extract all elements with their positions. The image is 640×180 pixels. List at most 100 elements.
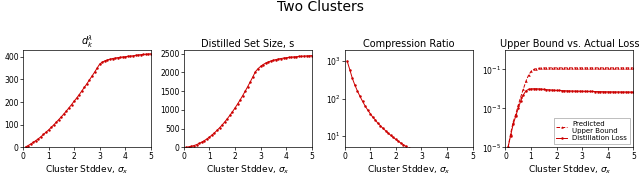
Predicted
Upper Bound [586,67,594,69]
Distillation Loss [586,90,594,93]
Predicted
Upper Bound [581,67,589,69]
Predicted
Upper Bound [607,67,614,69]
Distillation Loss [540,88,548,90]
Predicted
Upper Bound [604,67,612,69]
Predicted
Upper Bound [517,96,525,98]
Distillation Loss [530,88,538,90]
Predicted
Upper Bound [504,146,512,148]
Text: Two Clusters: Two Clusters [276,0,364,14]
Predicted
Upper Bound [548,67,556,69]
Predicted
Upper Bound [579,67,586,69]
Distillation Loss [573,90,581,92]
Distillation Loss [627,91,635,93]
Distillation Loss [579,90,586,92]
Distillation Loss [556,89,563,92]
X-axis label: Cluster Stddev, $\sigma_x$: Cluster Stddev, $\sigma_x$ [527,163,611,176]
Distillation Loss [507,135,515,137]
Distillation Loss [532,88,540,90]
Predicted
Upper Bound [540,67,548,69]
Distillation Loss [607,91,614,93]
Distillation Loss [535,88,543,90]
Predicted
Upper Bound [563,67,571,69]
Predicted
Upper Bound [612,67,620,69]
Predicted
Upper Bound [530,68,538,71]
Predicted
Upper Bound [599,67,607,69]
Distillation Loss [617,91,625,93]
Predicted
Upper Bound [545,67,553,69]
Predicted
Upper Bound [566,67,573,69]
X-axis label: Cluster Stddev, $\sigma_x$: Cluster Stddev, $\sigma_x$ [45,163,129,176]
Predicted
Upper Bound [509,121,517,123]
Distillation Loss [566,90,573,92]
Title: Upper Bound vs. Actual Loss: Upper Bound vs. Actual Loss [500,39,639,49]
Distillation Loss [625,91,632,93]
Predicted
Upper Bound [622,67,630,69]
Predicted
Upper Bound [568,67,576,69]
Predicted
Upper Bound [515,104,522,106]
Distillation Loss [550,89,558,91]
Legend: Predicted
Upper Bound, Distillation Loss: Predicted Upper Bound, Distillation Loss [554,118,630,144]
Title: Compression Ratio: Compression Ratio [363,39,454,49]
Distillation Loss [504,146,512,148]
Predicted
Upper Bound [602,67,609,69]
X-axis label: Cluster Stddev, $\sigma_x$: Cluster Stddev, $\sigma_x$ [367,163,451,176]
Predicted
Upper Bound [520,88,527,90]
Predicted
Upper Bound [596,67,604,69]
Distillation Loss [581,90,589,92]
Predicted
Upper Bound [627,67,635,69]
Predicted
Upper Bound [561,67,568,69]
Predicted
Upper Bound [609,67,617,69]
Title: $d_k^\lambda$: $d_k^\lambda$ [81,33,93,50]
Distillation Loss [591,90,599,93]
Predicted
Upper Bound [576,67,584,69]
Predicted
Upper Bound [571,67,579,69]
X-axis label: Cluster Stddev, $\sigma_x$: Cluster Stddev, $\sigma_x$ [206,163,289,176]
Distillation Loss [538,88,545,90]
Predicted
Upper Bound [527,70,535,72]
Predicted
Upper Bound [617,67,625,69]
Distillation Loss [576,90,584,92]
Predicted
Upper Bound [543,67,550,69]
Distillation Loss [604,91,612,93]
Distillation Loss [553,89,561,91]
Distillation Loss [571,90,579,92]
Distillation Loss [568,90,576,92]
Predicted
Upper Bound [512,113,520,115]
Distillation Loss [614,91,622,93]
Predicted
Upper Bound [522,80,530,82]
Predicted
Upper Bound [620,67,627,69]
Distillation Loss [522,90,530,92]
Distillation Loss [558,89,566,92]
Predicted
Upper Bound [556,67,563,69]
Distillation Loss [602,91,609,93]
Distillation Loss [545,89,553,91]
Distillation Loss [596,91,604,93]
Distillation Loss [563,90,571,92]
Predicted
Upper Bound [630,67,637,69]
Predicted
Upper Bound [525,74,532,76]
Predicted
Upper Bound [591,67,599,69]
Predicted
Upper Bound [589,67,596,69]
Distillation Loss [620,91,627,93]
Predicted
Upper Bound [532,68,540,70]
Distillation Loss [589,90,596,93]
Distillation Loss [561,90,568,92]
Distillation Loss [630,91,637,93]
Predicted
Upper Bound [594,67,602,69]
Distillation Loss [584,90,591,93]
Predicted
Upper Bound [584,67,591,69]
Predicted
Upper Bound [535,67,543,69]
Distillation Loss [622,91,630,93]
Distillation Loss [594,91,602,93]
Distillation Loss [509,123,517,125]
Distillation Loss [515,107,522,109]
Predicted
Upper Bound [625,67,632,69]
Distillation Loss [612,91,620,93]
Distillation Loss [525,88,532,90]
Predicted
Upper Bound [558,67,566,69]
Distillation Loss [520,94,527,96]
Line: Distillation Loss: Distillation Loss [507,87,635,149]
Line: Predicted
Upper Bound: Predicted Upper Bound [507,67,635,149]
Predicted
Upper Bound [614,67,622,69]
Distillation Loss [527,88,535,90]
